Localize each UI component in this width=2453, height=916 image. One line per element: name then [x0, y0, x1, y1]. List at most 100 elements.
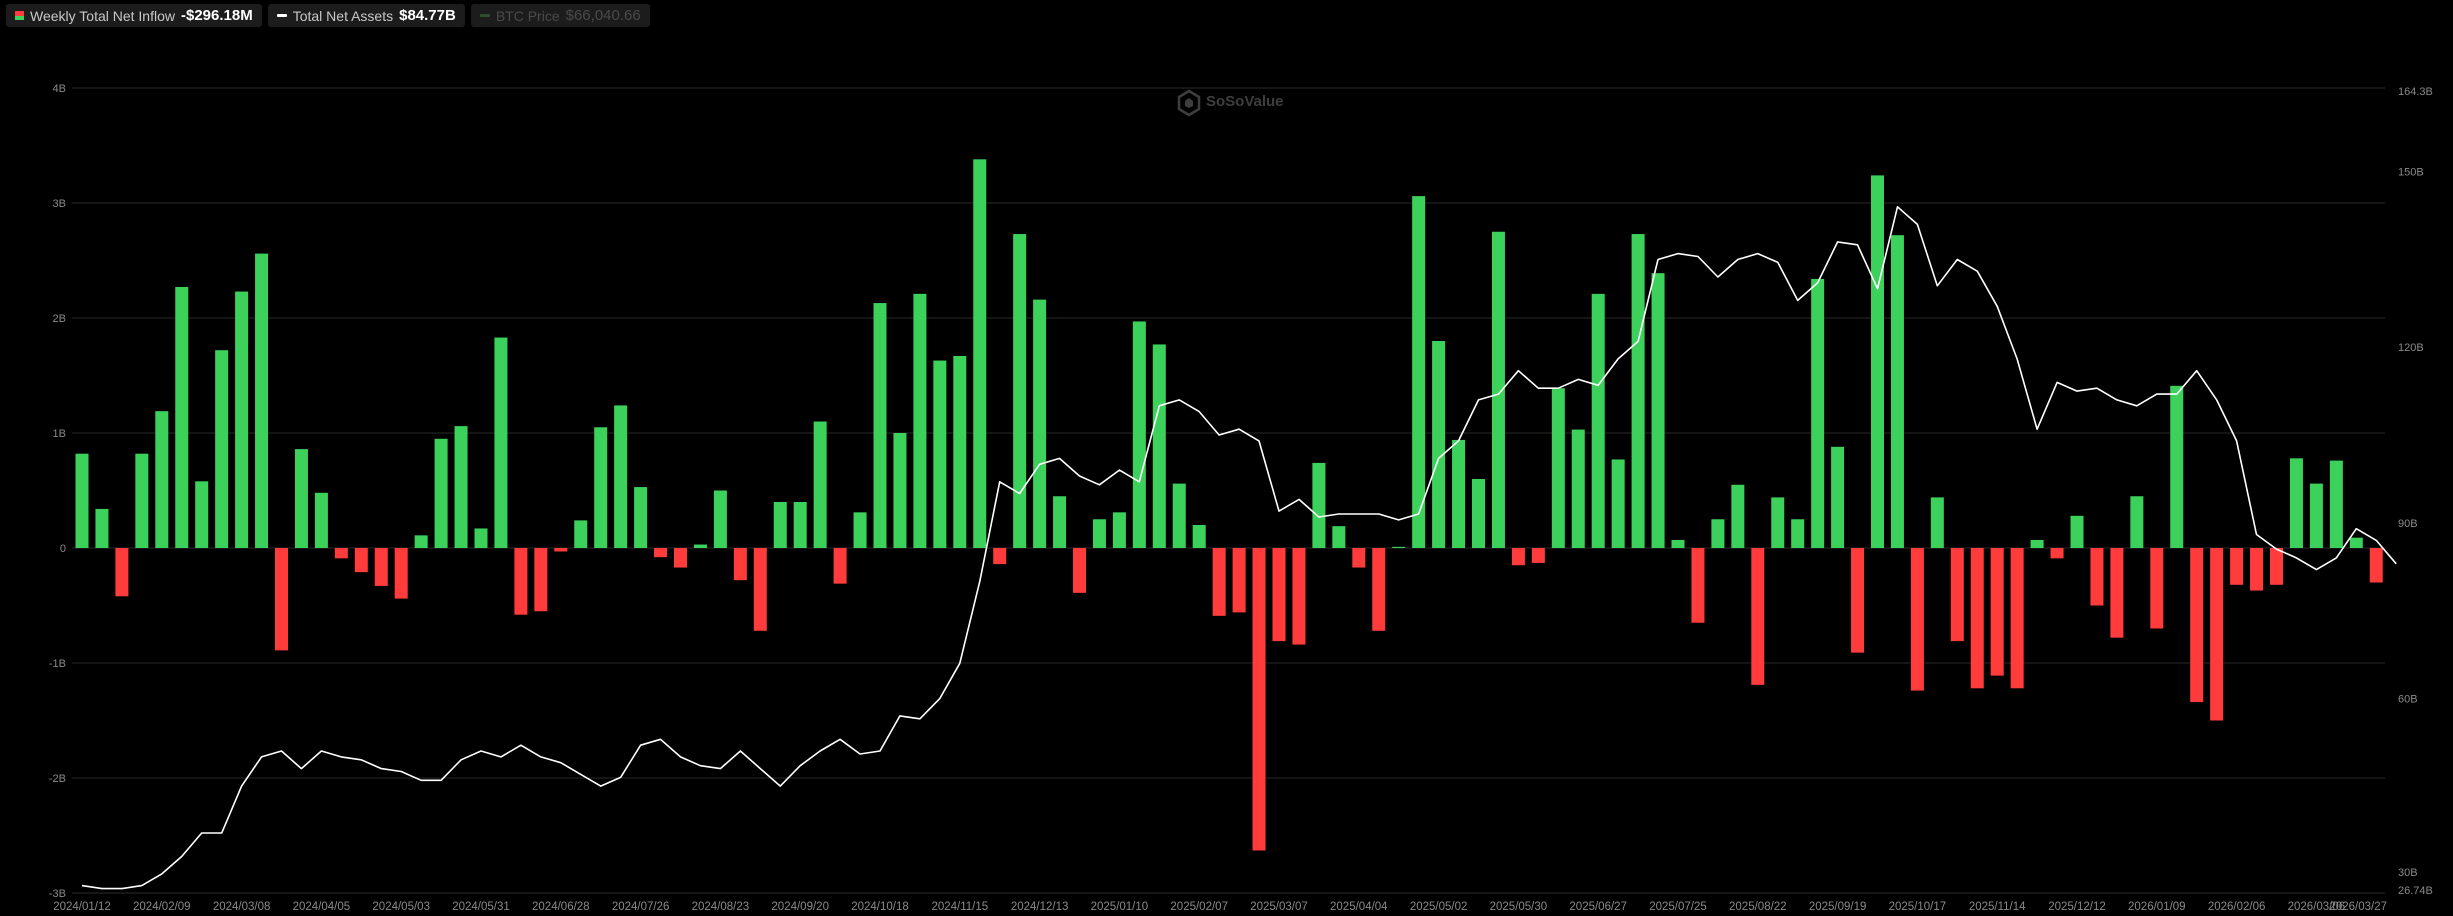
x-tick-label: 2024/04/05 [293, 901, 351, 913]
total-net-assets-line [81, 206, 2397, 890]
y-right-tick-label: 90B [2398, 518, 2418, 530]
y-axis-right: 164.3B 150B 120B 90B 60B 30B 26.74B [2398, 86, 2433, 897]
x-tick-label: 2025/11/14 [1969, 901, 2026, 913]
inflow-bar [1771, 497, 1785, 548]
y-axis-left: 4B 3B 2B 1B 0 -1B -2B -3B [49, 83, 66, 900]
y-left-tick-label: -1B [49, 658, 66, 670]
x-tick-label: 2024/02/09 [133, 901, 191, 913]
y-right-tick-label: 150B [2398, 167, 2424, 179]
inflow-bar [1910, 548, 1924, 691]
inflow-bar [1731, 484, 1745, 548]
inflow-bar [1412, 196, 1426, 548]
inflow-bar [1053, 496, 1067, 548]
legend-item-weekly-net-inflow[interactable]: Weekly Total Net Inflow -$296.18M [6, 4, 262, 27]
inflow-bar [394, 548, 408, 599]
inflow-bar [1970, 548, 1984, 689]
inflow-bar [2369, 548, 2383, 583]
inflow-bar [1092, 519, 1106, 548]
y-right-tick-label: 60B [2398, 693, 2418, 705]
inflow-bar [2190, 548, 2204, 703]
inflow-bar [813, 421, 827, 548]
inflow-bar [474, 528, 488, 548]
inflow-bar [215, 350, 229, 548]
x-tick-label: 2024/12/13 [1011, 901, 1069, 913]
x-tick-label: 2026/03/27 [2329, 901, 2387, 913]
inflow-bar [614, 405, 628, 548]
inflow-bar [1851, 548, 1865, 653]
x-tick-label: 2025/12/12 [2048, 901, 2106, 913]
inflow-bar [993, 548, 1007, 565]
inflow-bar [1472, 479, 1485, 548]
legend-item-total-net-assets[interactable]: Total Net Assets $84.77B [267, 4, 465, 27]
inflow-bar [1212, 548, 1226, 616]
inflow-bar [374, 548, 388, 586]
legend-item-btc-price[interactable]: BTC Price $66,040.66 [470, 4, 650, 27]
inflow-bar [1172, 483, 1186, 548]
inflow-bar [1073, 548, 1086, 593]
inflow-bar [1930, 497, 1944, 548]
inflow-bar [1791, 519, 1805, 548]
inflow-bar [2070, 515, 2084, 548]
y-left-tick-label: 1B [53, 428, 66, 440]
legend-label: Total Net Assets [292, 7, 394, 24]
inflow-bar [693, 544, 707, 548]
inflow-bar [434, 438, 448, 548]
watermark-name: SoSoValue [1206, 93, 1284, 110]
legend-value: -$296.18M [181, 7, 253, 24]
sosovalue-logo-icon [1177, 89, 1201, 117]
chart-legend: Weekly Total Net Inflow -$296.18M Total … [6, 4, 650, 28]
inflow-bar [2090, 548, 2104, 606]
inflow-bar [534, 548, 548, 612]
inflow-bar [1591, 293, 1605, 548]
inflow-bar [1811, 278, 1825, 548]
inflow-bar [773, 502, 787, 548]
inflow-bar [1551, 388, 1565, 548]
y-left-tick-label: 4B [53, 83, 66, 95]
inflow-bar [634, 487, 648, 548]
inflow-bar [1950, 548, 1964, 642]
inflow-bar [1033, 299, 1047, 548]
inflow-bar [1611, 459, 1625, 548]
inflow-bar [514, 548, 528, 615]
y-right-tick-label: 120B [2398, 342, 2424, 354]
inflow-bar [933, 360, 947, 548]
x-tick-label: 2025/07/25 [1649, 901, 1707, 913]
x-tick-label: 2025/09/19 [1809, 901, 1867, 913]
inflow-bar [155, 411, 169, 548]
x-tick-label: 2025/05/30 [1490, 901, 1548, 913]
x-tick-label: 2025/06/27 [1569, 901, 1627, 913]
inflow-bar [2130, 496, 2144, 548]
x-tick-label: 2026/01/09 [2128, 901, 2186, 913]
legend-label: BTC Price [495, 7, 560, 24]
inflow-bar [853, 512, 867, 548]
inflow-bar [2010, 548, 2024, 689]
inflow-bar [2110, 548, 2124, 638]
inflow-bar [753, 548, 767, 631]
inflow-bar [594, 427, 608, 548]
x-tick-label: 2024/06/28 [532, 901, 590, 913]
inflow-bar [2150, 548, 2164, 629]
inflow-bar [1352, 548, 1366, 568]
inflow-bar [554, 548, 568, 552]
inflow-bar [314, 492, 328, 548]
x-axis: 2024/01/12 2024/02/09 2024/03/08 2024/04/05… [53, 901, 2387, 913]
inflow-bar [1252, 548, 1266, 851]
inflow-bar [1751, 548, 1765, 685]
inflow-bar [2230, 548, 2244, 585]
inflow-bar [793, 502, 807, 548]
line-swatch-icon [479, 14, 490, 17]
y-left-tick-label: 0 [60, 543, 66, 555]
x-tick-label: 2026/02/06 [2208, 901, 2266, 913]
inflow-bar [135, 453, 149, 548]
inflow-bar [115, 548, 129, 597]
inflow-bar [2170, 385, 2184, 548]
inflow-bar [1990, 548, 2004, 676]
legend-value: $66,040.66 [565, 7, 641, 24]
x-tick-label: 2024/09/20 [771, 901, 829, 913]
inflow-bar [2250, 548, 2264, 591]
inflow-bar [873, 303, 887, 548]
inflow-bar [1432, 341, 1446, 548]
inflow-bar [2309, 483, 2323, 548]
y-left-tick-label: 2B [53, 313, 66, 325]
